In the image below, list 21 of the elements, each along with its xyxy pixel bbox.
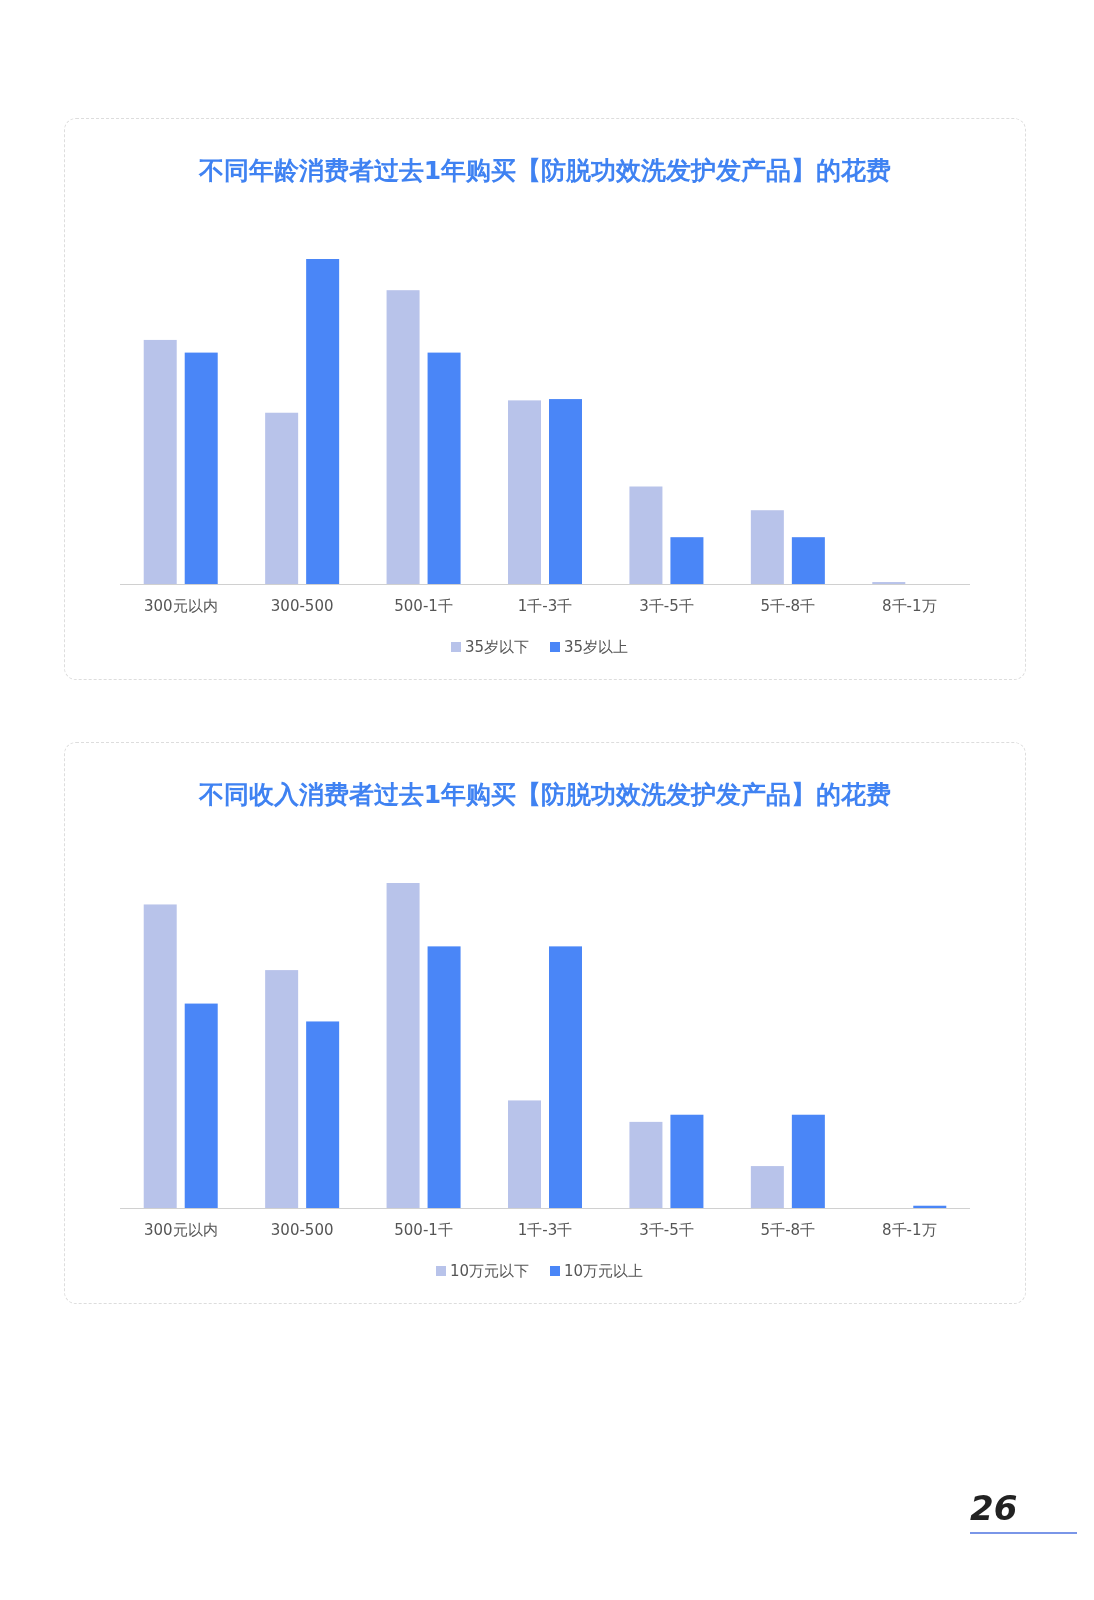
x-tick-label: 1千-3千 (517, 597, 573, 615)
x-tick-label: 500-1千 (394, 1221, 453, 1239)
x-tick-label: 3千-5千 (639, 1221, 694, 1239)
x-tick-label: 5千-8千 (760, 1221, 816, 1239)
x-tick-label: 8千-1万 (882, 1221, 937, 1239)
legend-label: 35岁以下 (465, 638, 530, 656)
x-tick-label: 3千-5千 (639, 597, 694, 615)
x-tick-label: 1千-3千 (517, 1221, 573, 1239)
x-tick-label: 300元以内 (143, 597, 218, 615)
legend-label: 35岁以上 (564, 638, 629, 656)
text: 26 (970, 1488, 1078, 1534)
x-tick-label: 300-500 (270, 597, 334, 615)
legend-label: 10万元以下 (450, 1262, 530, 1280)
x-tick-label: 5千-8千 (760, 597, 816, 615)
chart-title: 不同年龄消费者过去1年购买【防脱功效洗发护发产品】的花费 (197, 156, 892, 185)
chart-title: 不同收入消费者过去1年购买【防脱功效洗发护发产品】的花费 (197, 780, 892, 809)
x-tick-label: 500-1千 (394, 597, 453, 615)
x-tick-label: 300-500 (270, 1221, 334, 1239)
x-tick-label: 8千-1万 (882, 597, 937, 615)
x-tick-label: 300元以内 (143, 1221, 218, 1239)
legend-label: 10万元以上 (564, 1262, 644, 1280)
